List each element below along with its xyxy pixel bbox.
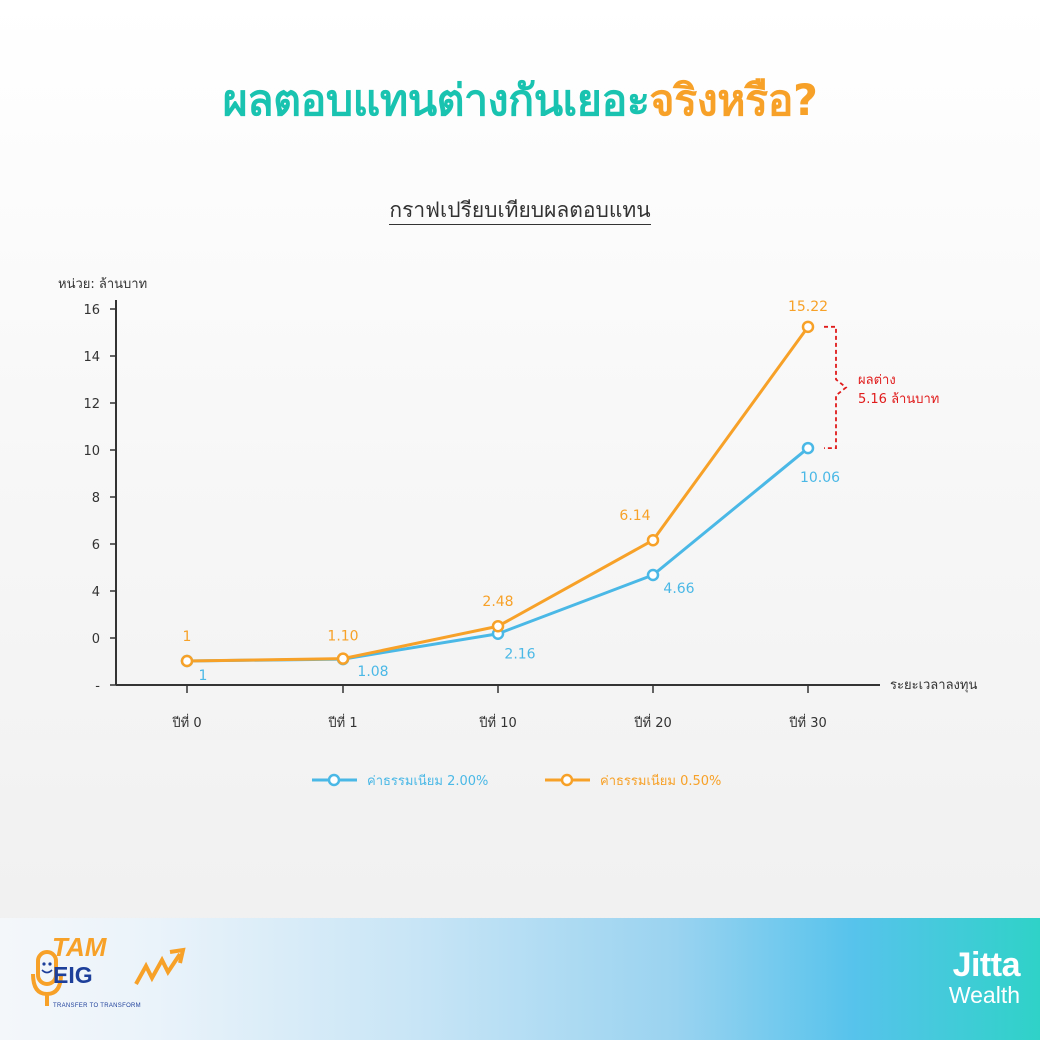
page-title: ผลตอบแทนต่างกันเยอะจริงหรือ? <box>0 66 1040 134</box>
data-label: 1 <box>199 668 208 684</box>
legend-label: ค่าธรรมเนียม 2.00% <box>367 773 488 789</box>
brand-line2: Wealth <box>948 982 1020 1008</box>
brand-line1: Jitta <box>952 946 1021 984</box>
data-label: 4.66 <box>663 581 694 597</box>
y-axis-label: หน่วย: ล้านบาท <box>58 277 147 292</box>
data-label: 2.48 <box>482 594 513 610</box>
microphone-icon <box>31 950 63 1006</box>
data-point <box>801 320 815 334</box>
title-part1: ผลตอบแทนต่างกันเยอะ <box>222 76 650 126</box>
data-point <box>801 441 815 455</box>
data-point <box>336 652 350 665</box>
title-part2: จริงหรือ? <box>649 76 818 126</box>
x-tick-label: ปีที่ 20 <box>633 714 672 731</box>
y-tick-label: 14 <box>83 350 100 365</box>
tam-wordmark: TAM <box>52 932 107 962</box>
logo-tagline: TRANSFER TO TRANSFORM <box>53 1003 141 1009</box>
y-tick-label: 6 <box>92 538 100 553</box>
y-tick-label: 16 <box>83 303 100 318</box>
data-point <box>646 568 660 582</box>
tam-eig-logo <box>31 947 186 1006</box>
difference-bracket <box>824 325 848 449</box>
data-label: 10.06 <box>800 470 840 486</box>
data-label: 6.14 <box>619 508 650 524</box>
footer-banner: TAM EIG TRANSFER TO TRANSFORM Jitta Weal… <box>0 918 1040 1040</box>
data-point <box>646 533 660 547</box>
data-label: 1 <box>183 629 192 645</box>
difference-label-1: ผลต่าง <box>858 373 896 388</box>
eig-wordmark: EIG <box>53 962 93 988</box>
y-tick-label: 12 <box>83 397 100 412</box>
y-tick-label: 10 <box>83 444 100 459</box>
chart-subtitle: กราฟเปรียบเทียบผลตอบแทน <box>0 194 1040 227</box>
legend-marker <box>327 773 341 787</box>
data-point <box>491 619 505 633</box>
legend-marker <box>560 773 574 787</box>
y-tick-label: 4 <box>92 585 100 600</box>
data-label: 15.22 <box>788 299 828 315</box>
x-tick-label: ปีที่ 0 <box>171 714 201 731</box>
x-tick-label: ปีที่ 10 <box>478 714 517 731</box>
data-point <box>180 654 194 668</box>
y-tick-label: 8 <box>92 491 100 506</box>
legend-label: ค่าธรรมเนียม 0.50% <box>600 773 721 789</box>
subtitle-text: กราฟเปรียบเทียบผลตอบแทน <box>389 198 651 225</box>
jitta-wealth-logo: Jitta Wealth <box>948 946 1021 1008</box>
y-tick-label: 0 <box>92 632 100 647</box>
x-tick-label: ปีที่ 30 <box>788 714 827 731</box>
data-label: 1.08 <box>357 664 388 680</box>
y-tick-label: - <box>95 679 100 694</box>
x-axis-label: ระยะเวลาลงทุน <box>890 678 977 693</box>
data-label: 2.16 <box>504 647 535 663</box>
x-tick-label: ปีที่ 1 <box>327 714 357 731</box>
series-line <box>186 325 810 663</box>
arrow-up-icon <box>134 947 186 985</box>
difference-label-2: 5.16 ล้านบาท <box>858 392 939 407</box>
data-label: 1.10 <box>327 629 358 645</box>
